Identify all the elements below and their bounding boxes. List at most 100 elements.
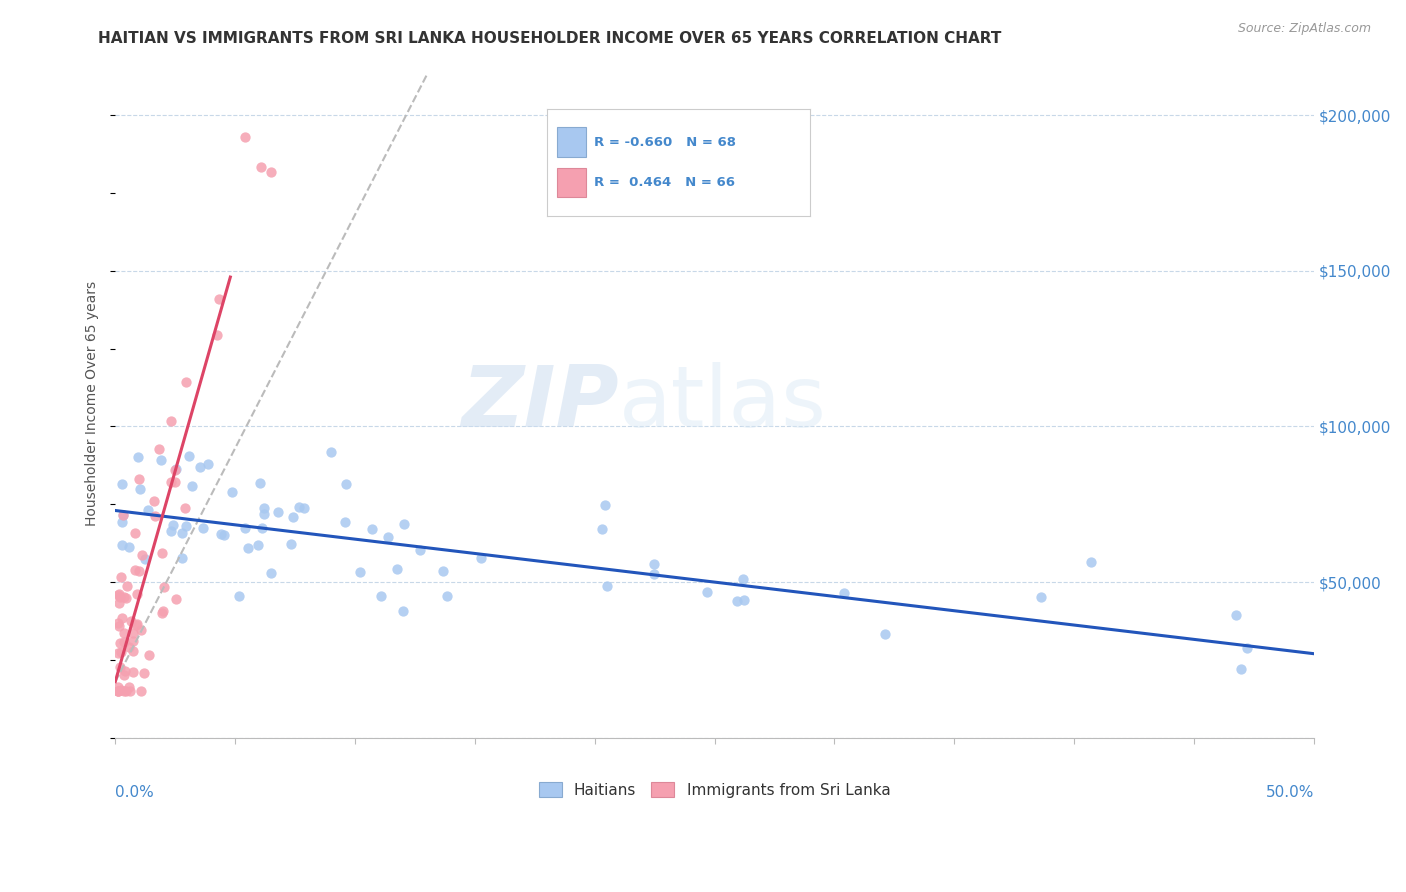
Point (125, 587, 148, 601)
Point (128, 472, 150, 486)
Point (111, 538, 134, 552)
Point (111, 477, 134, 491)
Point (108, 590, 131, 604)
Point (131, 548, 153, 562)
Point (111, 508, 134, 522)
Point (132, 665, 155, 680)
Legend: Haitians, Immigrants from Sri Lanka: Haitians, Immigrants from Sri Lanka (533, 775, 897, 804)
Point (108, 587, 131, 601)
Point (221, 485, 243, 500)
Point (107, 680, 129, 694)
Point (267, 505, 290, 519)
Point (214, 527, 236, 541)
Point (131, 623, 153, 637)
Point (112, 590, 135, 604)
Point (361, 522, 384, 536)
Text: ZIP: ZIP (461, 361, 619, 444)
Point (136, 503, 159, 517)
Point (110, 570, 132, 584)
Point (153, 580, 176, 594)
Point (115, 579, 138, 593)
Point (180, 479, 202, 493)
Point (233, 521, 256, 535)
Point (197, 458, 219, 472)
Point (643, 567, 665, 582)
Y-axis label: Householder Income Over 65 years: Householder Income Over 65 years (86, 281, 100, 525)
Point (696, 585, 718, 599)
Point (143, 509, 166, 524)
Point (292, 501, 315, 516)
Point (246, 538, 269, 552)
Point (117, 640, 139, 654)
Point (1225, 608, 1247, 623)
Point (1031, 591, 1053, 605)
Point (193, 521, 215, 535)
Point (150, 546, 173, 560)
Text: 0.0%: 0.0% (115, 785, 155, 799)
Point (335, 477, 357, 491)
Point (188, 460, 211, 475)
Point (152, 604, 174, 618)
Point (595, 498, 617, 512)
Point (162, 518, 184, 533)
Point (207, 292, 229, 306)
Point (832, 585, 855, 599)
Point (107, 684, 129, 698)
Point (249, 476, 271, 491)
Point (110, 660, 132, 674)
Point (127, 450, 149, 464)
Point (125, 617, 148, 632)
Point (110, 636, 132, 650)
Point (112, 635, 135, 649)
Point (335, 516, 357, 530)
Point (470, 550, 492, 565)
Point (111, 508, 134, 522)
Text: 50.0%: 50.0% (1265, 785, 1313, 799)
Point (134, 551, 156, 566)
Point (111, 515, 134, 529)
Point (596, 579, 619, 593)
Point (228, 590, 250, 604)
Point (205, 327, 228, 342)
Point (165, 462, 187, 476)
Point (148, 442, 170, 457)
Point (107, 684, 129, 698)
Point (163, 463, 186, 477)
Point (163, 475, 186, 489)
Point (159, 524, 181, 538)
Point (142, 493, 165, 508)
Point (114, 664, 136, 678)
Point (118, 681, 141, 695)
Point (159, 413, 181, 427)
Point (1080, 555, 1102, 569)
Point (120, 614, 142, 628)
Point (259, 164, 281, 178)
Point (260, 566, 283, 581)
Point (377, 530, 399, 544)
Point (250, 161, 273, 175)
Point (436, 589, 458, 603)
Point (179, 449, 201, 463)
Point (122, 625, 145, 640)
Point (280, 537, 302, 551)
Point (138, 648, 160, 662)
Point (349, 565, 371, 579)
Point (107, 619, 129, 633)
Point (176, 519, 198, 533)
Point (129, 482, 152, 496)
Point (392, 516, 415, 531)
Point (733, 593, 755, 607)
Point (118, 540, 141, 554)
Point (731, 572, 754, 586)
Point (118, 684, 141, 698)
Point (112, 625, 135, 640)
Point (107, 616, 129, 631)
Point (238, 541, 260, 556)
Point (253, 500, 276, 515)
Point (1230, 662, 1253, 676)
Point (288, 500, 311, 515)
Point (107, 588, 129, 602)
Point (233, 130, 256, 145)
Point (110, 645, 132, 659)
Point (114, 684, 136, 698)
